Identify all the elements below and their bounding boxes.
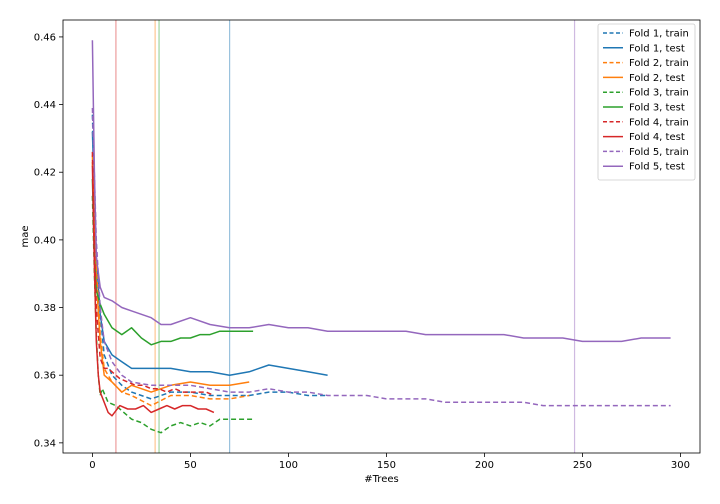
axes: 0 50 100 150 200 250 300 0.34 0.36 0.38 0.40 0.42 0.… — [20, 19, 701, 485]
legend-label: Fold 5, test — [629, 162, 685, 173]
y-tick-label: 0.46 — [34, 32, 56, 43]
plot-frame — [62, 19, 701, 454]
y-tick-label: 0.42 — [34, 168, 56, 179]
series-lines — [91, 40, 671, 434]
x-tick-label: 200 — [475, 460, 494, 471]
x-tick-label: 150 — [377, 460, 396, 471]
series-line-fold-2-test — [91, 155, 250, 393]
legend-label: Fold 3, train — [629, 88, 689, 99]
series-line-fold-3-test — [91, 178, 254, 346]
y-tick-label: 0.36 — [34, 371, 56, 382]
series-line-fold-3-train — [91, 195, 254, 434]
legend: Fold 1, train Fold 1, test Fold 2, train Fo… — [597, 23, 696, 181]
legend-label: Fold 2, test — [629, 73, 685, 84]
legend-label: Fold 1, test — [629, 43, 685, 54]
series-line-fold-1-test — [91, 131, 328, 376]
x-tick-label: 300 — [671, 460, 690, 471]
x-axis-label: #Trees — [364, 474, 398, 485]
y-tick-label: 0.44 — [34, 100, 56, 111]
legend-label: Fold 1, train — [629, 29, 689, 40]
y-tick-label: 0.40 — [34, 235, 56, 246]
x-tick-label: 50 — [184, 460, 197, 471]
y-axis-label: mae — [20, 225, 31, 247]
x-tick-label: 100 — [279, 460, 298, 471]
x-tick-label: 0 — [89, 460, 95, 471]
legend-label: Fold 4, test — [629, 132, 685, 143]
x-tick-label: 250 — [573, 460, 592, 471]
legend-label: Fold 5, train — [629, 147, 689, 158]
legend-label: Fold 4, train — [629, 117, 689, 128]
vertical-markers — [115, 20, 576, 453]
y-tick-label: 0.34 — [34, 438, 56, 449]
series-line-fold-1-train — [91, 114, 328, 400]
series-line-fold-5-test — [91, 40, 671, 343]
series-line-fold-4-test — [91, 165, 215, 417]
legend-label: Fold 2, train — [629, 58, 689, 69]
legend-label: Fold 3, test — [629, 103, 685, 114]
legend-box — [597, 23, 696, 181]
y-tick-label: 0.38 — [34, 303, 56, 314]
series-line-fold-5-train — [91, 107, 671, 407]
